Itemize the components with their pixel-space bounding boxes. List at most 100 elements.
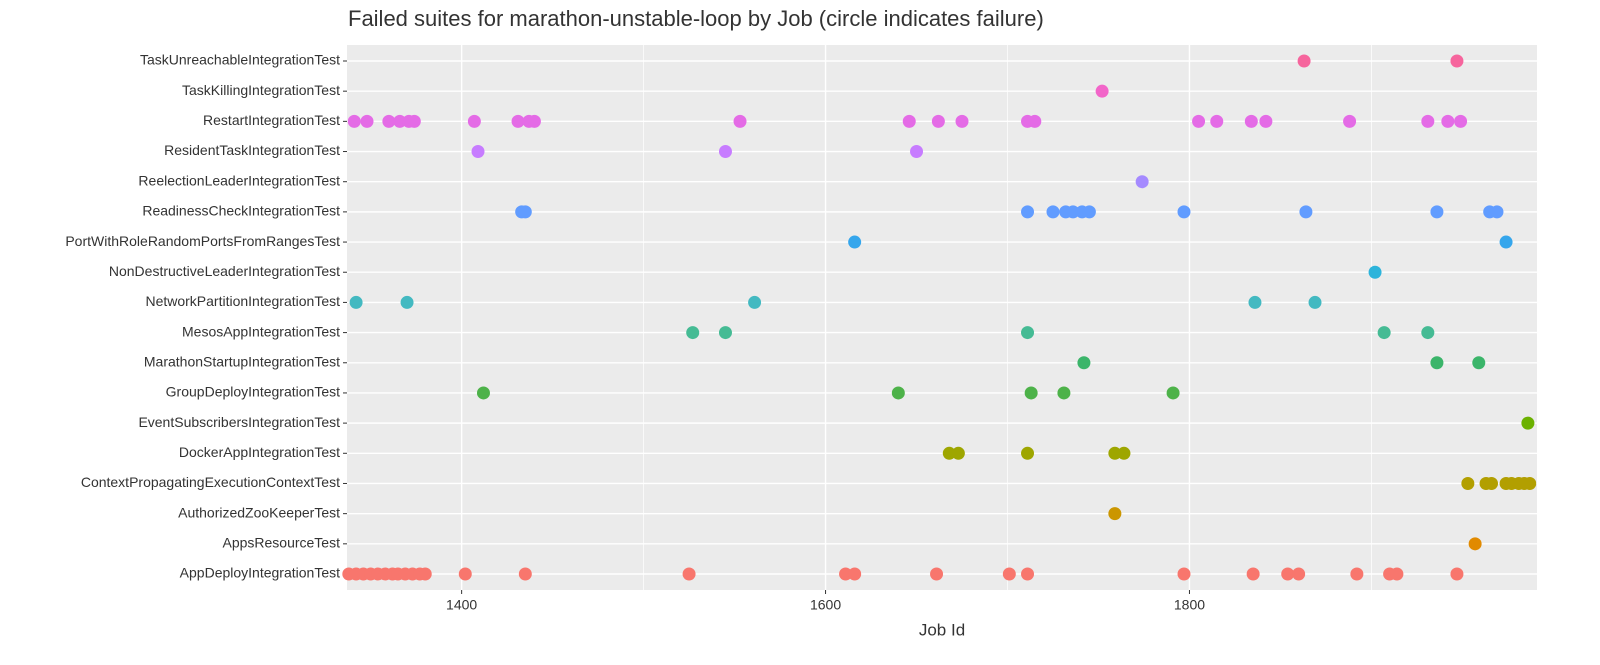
point: [418, 567, 432, 581]
point: [1430, 356, 1444, 370]
y-tick-label: AppsResourceTest: [222, 535, 340, 551]
point: [1421, 114, 1435, 128]
point: [1461, 476, 1475, 490]
point: [1297, 54, 1311, 68]
point: [1082, 205, 1096, 219]
y-tick-label: ContextPropagatingExecutionContextTest: [81, 474, 340, 490]
point: [471, 145, 485, 159]
point: [1002, 567, 1016, 581]
point: [1308, 295, 1322, 309]
y-tick-label: TaskKillingIntegrationTest: [182, 82, 340, 98]
point: [930, 567, 944, 581]
point: [1281, 567, 1295, 581]
point: [511, 114, 525, 128]
point: [1377, 326, 1391, 340]
point: [1421, 326, 1435, 340]
point: [1057, 386, 1071, 400]
y-tick-label: DockerAppIntegrationTest: [179, 444, 340, 460]
point: [1166, 386, 1180, 400]
point: [1292, 567, 1306, 581]
point: [942, 446, 956, 460]
y-tick-label: ReadinessCheckIntegrationTest: [142, 203, 340, 219]
point: [1499, 235, 1513, 249]
point: [1450, 54, 1464, 68]
point: [1028, 114, 1042, 128]
y-tick-label: GroupDeployIntegrationTest: [166, 384, 340, 400]
point: [891, 386, 905, 400]
point: [1246, 567, 1260, 581]
x-tick-label: 1400: [446, 597, 477, 613]
point: [1024, 386, 1038, 400]
point: [382, 114, 396, 128]
point: [1368, 265, 1382, 279]
y-tick-label: MarathonStartupIntegrationTest: [144, 353, 340, 369]
point: [1192, 114, 1206, 128]
point: [902, 114, 916, 128]
point: [400, 295, 414, 309]
point: [1343, 114, 1357, 128]
point: [1468, 537, 1482, 551]
point: [1441, 114, 1455, 128]
point: [1248, 295, 1262, 309]
y-tick-label: EventSubscribersIntegrationTest: [138, 414, 340, 430]
point: [476, 386, 490, 400]
point: [839, 567, 853, 581]
point: [931, 114, 945, 128]
point: [1450, 567, 1464, 581]
y-tick-label: ReelectionLeaderIntegrationTest: [138, 172, 340, 188]
point: [1244, 114, 1258, 128]
point: [1135, 175, 1149, 189]
point: [748, 295, 762, 309]
point: [349, 295, 363, 309]
plot-panel: [347, 45, 1537, 590]
point: [1108, 446, 1122, 460]
point: [1350, 567, 1364, 581]
point: [1454, 114, 1468, 128]
point: [1177, 567, 1191, 581]
point: [1485, 476, 1499, 490]
point: [1299, 205, 1313, 219]
y-tick-label: MesosAppIntegrationTest: [182, 323, 340, 339]
y-tick-label: PortWithRoleRandomPortsFromRangesTest: [65, 233, 340, 249]
point: [518, 205, 532, 219]
point: [518, 567, 532, 581]
y-tick-label: NetworkPartitionIntegrationTest: [145, 293, 340, 309]
point: [1523, 476, 1537, 490]
y-tick-label: NonDestructiveLeaderIntegrationTest: [109, 263, 340, 279]
point: [1021, 205, 1035, 219]
point: [1021, 326, 1035, 340]
point: [1021, 446, 1035, 460]
x-axis-label: Job Id: [919, 620, 965, 639]
point: [733, 114, 747, 128]
point: [527, 114, 541, 128]
point: [1521, 416, 1535, 430]
point: [951, 446, 965, 460]
point: [1095, 84, 1109, 98]
point: [910, 145, 924, 159]
point: [1066, 205, 1080, 219]
point: [1430, 205, 1444, 219]
point: [1021, 567, 1035, 581]
point: [347, 114, 361, 128]
x-tick-label: 1600: [810, 597, 841, 613]
point: [686, 326, 700, 340]
point: [955, 114, 969, 128]
y-tick-label: AppDeployIntegrationTest: [180, 565, 340, 581]
point: [1108, 507, 1122, 521]
point: [682, 567, 696, 581]
point: [1046, 205, 1060, 219]
x-tick-label: 1800: [1174, 597, 1205, 613]
point: [1259, 114, 1273, 128]
y-tick-label: ResidentTaskIntegrationTest: [164, 142, 340, 158]
point: [407, 114, 421, 128]
point: [458, 567, 472, 581]
y-tick-label: TaskUnreachableIntegrationTest: [140, 52, 340, 68]
point: [1077, 356, 1091, 370]
point: [360, 114, 374, 128]
y-tick-label: AuthorizedZooKeeperTest: [178, 504, 340, 520]
point: [1117, 446, 1131, 460]
point: [848, 235, 862, 249]
point: [1490, 205, 1504, 219]
point: [1472, 356, 1486, 370]
